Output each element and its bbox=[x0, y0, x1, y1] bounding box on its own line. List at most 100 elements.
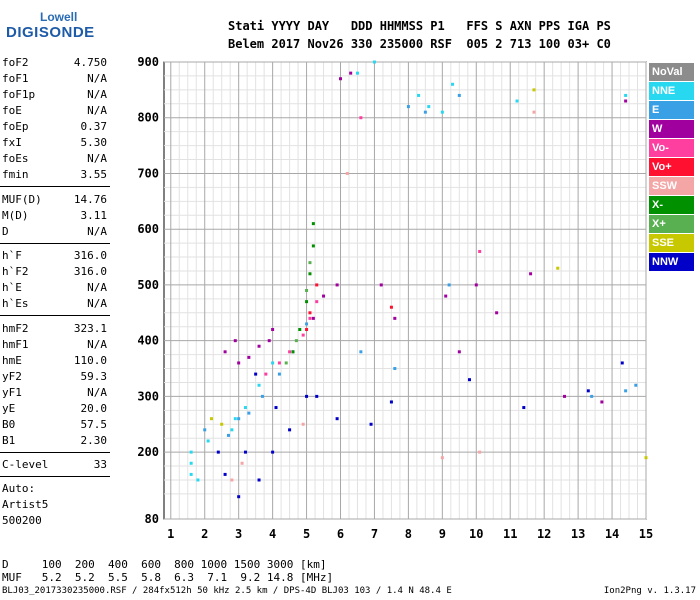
data-point bbox=[223, 472, 227, 476]
legend-item: E bbox=[649, 101, 694, 119]
data-point bbox=[372, 60, 376, 64]
data-point bbox=[457, 350, 461, 354]
data-point bbox=[196, 478, 200, 482]
param-name: yF1 bbox=[2, 386, 22, 399]
data-point bbox=[305, 328, 309, 332]
param-row: h`F 316.0 bbox=[2, 249, 107, 265]
param-value: 0.37 bbox=[80, 120, 108, 133]
y-tick-label: 900 bbox=[137, 55, 159, 69]
data-point bbox=[423, 110, 427, 114]
x-tick-label: 13 bbox=[571, 527, 585, 541]
param-row: foEs N/A bbox=[2, 152, 107, 168]
data-point bbox=[451, 82, 455, 86]
param-row: D N/A bbox=[2, 225, 107, 241]
data-point bbox=[624, 93, 628, 97]
param-name: foF2 bbox=[2, 56, 29, 69]
param-row: foF1 N/A bbox=[2, 72, 107, 88]
param-row: yE 20.0 bbox=[2, 402, 107, 418]
param-name: C-level bbox=[2, 458, 49, 471]
data-point bbox=[532, 110, 536, 114]
param-name: yF2 bbox=[2, 370, 22, 383]
param-value: N/A bbox=[87, 104, 107, 117]
legend-item: X+ bbox=[649, 215, 694, 233]
data-point bbox=[600, 400, 604, 404]
data-point bbox=[556, 266, 560, 270]
data-point bbox=[277, 372, 281, 376]
param-value: 2.30 bbox=[80, 434, 108, 447]
data-point bbox=[447, 283, 451, 287]
data-point bbox=[254, 372, 258, 376]
data-point bbox=[308, 316, 312, 320]
station-header-labels: Stati YYYY DAY DDD HHMMSS P1 FFS S AXN P… bbox=[228, 19, 611, 33]
data-point bbox=[389, 305, 393, 309]
autoscaling-label: Auto: bbox=[2, 482, 36, 495]
param-value: 110.0 bbox=[73, 354, 107, 367]
data-point bbox=[624, 389, 628, 393]
param-row: foF1p N/A bbox=[2, 88, 107, 104]
logo-main-text: DIGISONDE bbox=[6, 24, 95, 41]
data-point bbox=[379, 283, 383, 287]
data-point bbox=[301, 333, 305, 337]
param-name: hmE bbox=[2, 354, 22, 367]
param-name: h`E bbox=[2, 281, 22, 294]
param-name: h`Es bbox=[2, 297, 29, 310]
param-value: N/A bbox=[87, 297, 107, 310]
x-tick-label: 5 bbox=[303, 527, 310, 541]
data-point bbox=[440, 456, 444, 460]
data-point bbox=[345, 171, 349, 175]
data-point bbox=[189, 450, 193, 454]
param-name: foEp bbox=[2, 120, 29, 133]
param-row: h`E N/A bbox=[2, 281, 107, 297]
param-divider bbox=[0, 452, 110, 453]
param-value: 59.3 bbox=[80, 370, 108, 383]
data-point bbox=[233, 417, 237, 421]
param-value: N/A bbox=[87, 225, 107, 238]
x-tick-label: 10 bbox=[469, 527, 483, 541]
data-point bbox=[406, 105, 410, 109]
data-point bbox=[532, 88, 536, 92]
legend-item: W bbox=[649, 120, 694, 138]
param-row: foEp 0.37 bbox=[2, 120, 107, 136]
data-point bbox=[257, 383, 261, 387]
param-row: C-level 33 bbox=[2, 458, 107, 474]
y-tick-label: 600 bbox=[137, 222, 159, 236]
data-point bbox=[267, 339, 271, 343]
param-name: h`F2 bbox=[2, 265, 29, 278]
param-value: 20.0 bbox=[80, 402, 108, 415]
data-point bbox=[308, 261, 312, 265]
data-point bbox=[440, 110, 444, 114]
data-point bbox=[620, 361, 624, 365]
data-point bbox=[322, 294, 326, 298]
data-point bbox=[305, 289, 309, 292]
data-point bbox=[529, 272, 533, 276]
param-name: hmF1 bbox=[2, 338, 29, 351]
data-point bbox=[210, 417, 214, 421]
data-point bbox=[257, 344, 261, 348]
y-tick-label: 500 bbox=[137, 278, 159, 292]
data-point bbox=[355, 71, 359, 75]
data-point bbox=[478, 450, 482, 454]
autoscaling-version: 500200 bbox=[2, 514, 42, 527]
data-point bbox=[305, 394, 309, 398]
param-value: 316.0 bbox=[73, 249, 107, 262]
param-name: fmin bbox=[2, 168, 29, 181]
data-point bbox=[226, 433, 230, 437]
param-row: yF2 59.3 bbox=[2, 370, 107, 386]
y-tick-label: 80 bbox=[145, 512, 159, 526]
data-point bbox=[237, 361, 241, 365]
muf-distance-header: D 100 200 400 600 800 1000 1500 3000 [km… bbox=[2, 558, 327, 571]
data-point bbox=[315, 394, 319, 398]
param-name: hmF2 bbox=[2, 322, 29, 335]
data-point bbox=[243, 406, 247, 410]
lowell-digisonde-logo: Lowell DIGISONDE bbox=[4, 8, 144, 48]
param-row: MUF(D) 14.76 bbox=[2, 193, 107, 209]
y-tick-label: 700 bbox=[137, 166, 159, 180]
x-tick-label: 12 bbox=[537, 527, 551, 541]
param-value: N/A bbox=[87, 152, 107, 165]
data-point bbox=[308, 311, 312, 315]
x-tick-label: 7 bbox=[371, 527, 378, 541]
x-tick-label: 6 bbox=[337, 527, 344, 541]
data-point bbox=[393, 367, 397, 371]
data-point bbox=[563, 394, 567, 398]
data-point bbox=[223, 350, 227, 354]
